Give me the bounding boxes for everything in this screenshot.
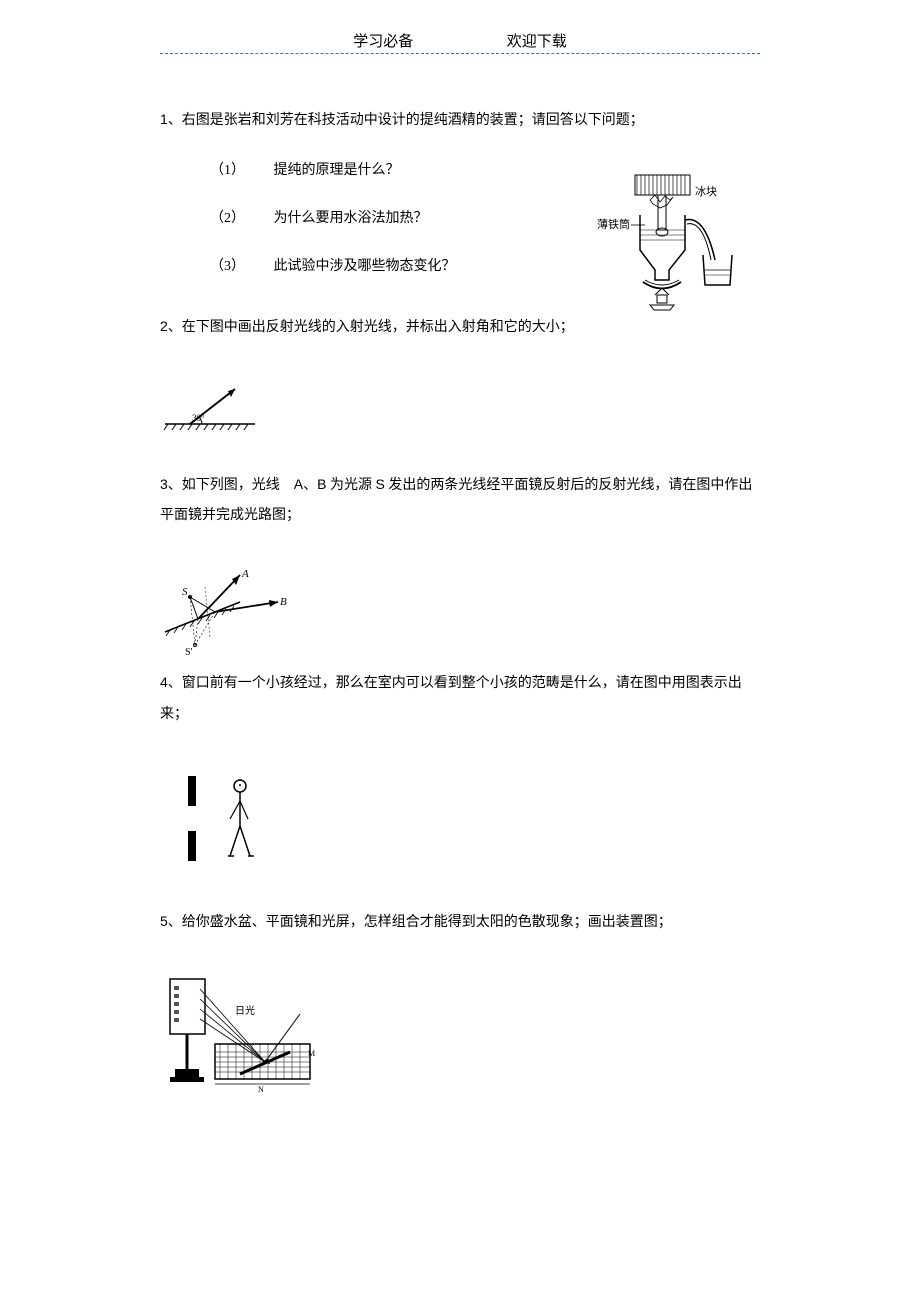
q5-figure: 日光 N M	[160, 974, 320, 1094]
q5-label-N: N	[258, 1085, 264, 1094]
q1-number: 1	[160, 111, 168, 127]
q3-figure: S A B S'	[160, 567, 290, 657]
page-header: 学习必备 欢迎下载	[160, 30, 760, 54]
question-4: 4、窗口前有一个小孩经过，那么在室内可以看到整个小孩的范畴是什么，请在图中用图表…	[160, 667, 760, 731]
q1-sub3-num: （3）	[210, 253, 270, 281]
q1-sub3-text: 此试验中涉及哪些物态变化？	[274, 259, 456, 274]
q1-fig-label-tube: 薄铁筒	[597, 217, 630, 231]
q4-text: 、窗口前有一个小孩经过，那么在室内可以看到整个小孩的范畴是什么，请在图中用图表示…	[160, 676, 742, 722]
q1-sub2-text: 为什么要用水浴法加热？	[274, 211, 428, 226]
q2-number: 2	[160, 318, 168, 334]
q5-label-sun: 日光	[235, 1004, 255, 1017]
question-3: 3、如下列图，光线 A、B 为光源 S 发出的两条光线经平面镜反射后的反射光线，…	[160, 469, 760, 533]
q3-text-p0: 、如下列图，光线	[168, 478, 294, 493]
header-inner: 学习必备 欢迎下载	[353, 30, 567, 51]
q4-text-line: 4、窗口前有一个小孩经过，那么在室内可以看到整个小孩的范畴是什么，请在图中用图表…	[160, 667, 760, 731]
q1-sub2-num: （2）	[210, 205, 270, 233]
q2-angle-label: 30°	[192, 413, 205, 423]
q3-text-line: 3、如下列图，光线 A、B 为光源 S 发出的两条光线经平面镜反射后的反射光线，…	[160, 469, 760, 533]
q5-number: 5	[160, 913, 168, 929]
q1-fig-label-ice: 冰块	[695, 185, 717, 198]
q1-text: 、右图是张岩和刘芳在科技活动中设计的提纯酒精的装置；请回答以下问题；	[168, 113, 644, 128]
question-5: 5、给你盛水盆、平面镜和光屏，怎样组合才能得到太阳的色散现象；画出装置图；	[160, 906, 760, 939]
q3-text-A: A	[294, 476, 303, 492]
q3-number: 3	[160, 476, 168, 492]
document-page: 学习必备 欢迎下载 1、右图是张岩和刘芳在科技活动中设计的提纯酒精的装置；请回答…	[0, 0, 920, 1159]
q3-label-S: S	[182, 586, 188, 598]
q2-figure: 30°	[160, 384, 260, 434]
q1-sub1-text: 提纯的原理是什么？	[274, 163, 400, 178]
header-right-text: 欢迎下载	[507, 30, 567, 51]
q1-sub1-num: （1）	[210, 157, 270, 185]
q1-text-line: 1、右图是张岩和刘芳在科技活动中设计的提纯酒精的装置；请回答以下问题；	[160, 104, 760, 137]
q5-text-line: 5、给你盛水盆、平面镜和光屏，怎样组合才能得到太阳的色散现象；画出装置图；	[160, 906, 760, 939]
q3-text-p4: 为光源	[326, 478, 375, 493]
q4-number: 4	[160, 674, 168, 690]
q3-label-B: B	[280, 596, 287, 608]
q5-text: 、给你盛水盆、平面镜和光屏，怎样组合才能得到太阳的色散现象；画出装置图；	[168, 915, 672, 930]
q3-label-Sp: S'	[185, 647, 193, 657]
header-left-text: 学习必备	[353, 30, 413, 51]
q2-text: 、在下图中画出反射光线的入射光线，并标出入射角和它的大小；	[168, 320, 574, 335]
q1-figure: 冰块 薄铁筒	[595, 170, 745, 320]
q4-figure	[180, 771, 280, 871]
q3-text-S: S	[375, 476, 384, 492]
q5-label-M: M	[308, 1049, 315, 1058]
q3-label-A: A	[241, 568, 249, 580]
q3-text-p2: 、	[303, 478, 317, 493]
